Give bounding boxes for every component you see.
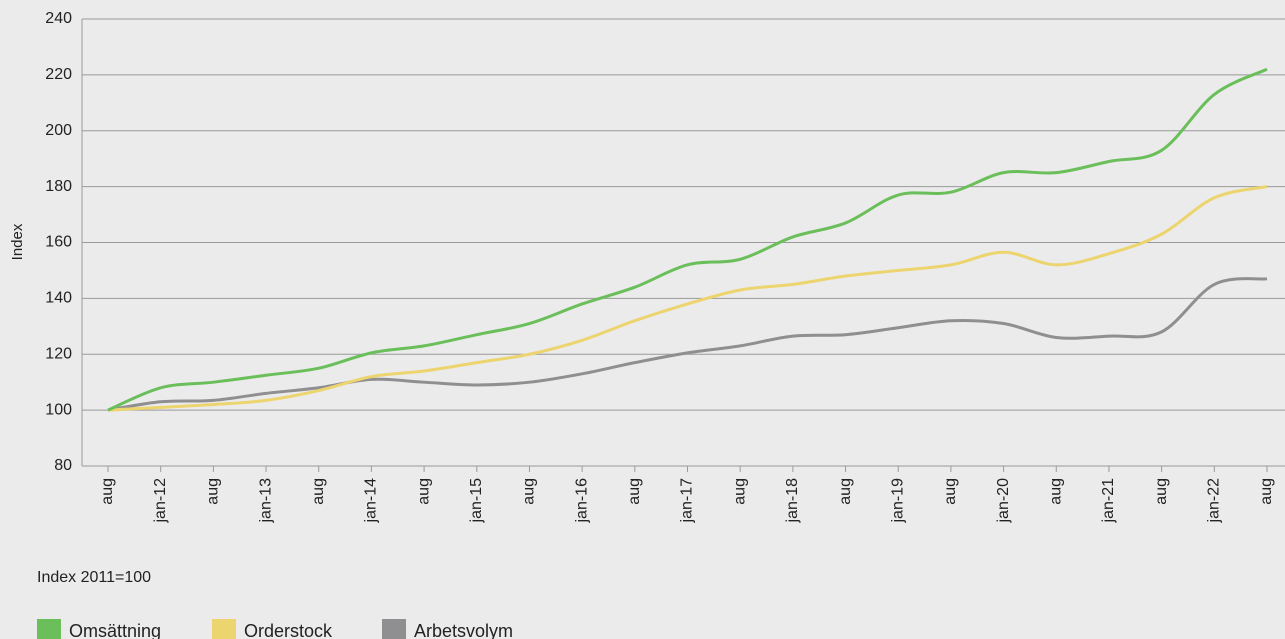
legend-label: Arbetsvolym: [414, 621, 513, 639]
series-line: [107, 277, 1268, 412]
y-tick-label: 180: [45, 178, 72, 195]
x-tick-label: jan-13: [257, 478, 274, 524]
y-axis-label: Index: [9, 223, 26, 260]
x-tick-label: aug: [837, 478, 854, 505]
y-tick-label: 160: [45, 234, 72, 251]
x-tick-label: aug: [310, 478, 327, 505]
y-tick-label: 100: [45, 401, 72, 418]
x-tick-label: aug: [1258, 478, 1275, 505]
x-tick-label: aug: [99, 478, 116, 505]
x-tick-label: jan-14: [363, 478, 380, 524]
note: Index 2011=100: [37, 569, 151, 586]
x-tick-label: jan-15: [468, 478, 485, 524]
y-tick-label: 120: [45, 345, 72, 362]
x-tick-label: jan-21: [1100, 478, 1117, 524]
y-tick-label: 140: [45, 290, 72, 307]
x-tick-label: aug: [942, 478, 959, 505]
x-tick-label: jan-18: [784, 478, 801, 524]
x-tick-label: aug: [1153, 478, 1170, 505]
x-tick-label: aug: [415, 478, 432, 505]
x-tick-label: aug: [626, 478, 643, 505]
legend-label: Orderstock: [244, 621, 333, 639]
series-line: [107, 67, 1268, 412]
x-tick-label: jan-16: [573, 478, 590, 524]
y-tick-label: 220: [45, 66, 72, 83]
series-line: [107, 185, 1268, 412]
x-tick-label: jan-20: [995, 478, 1012, 524]
legend-label: Omsättning: [69, 621, 161, 639]
legend-swatch: [382, 619, 406, 639]
x-tick-label: jan-17: [679, 478, 696, 524]
legend-swatch: [212, 619, 236, 639]
x-tick-label: aug: [1047, 478, 1064, 505]
legend-swatch: [37, 619, 61, 639]
x-tick-label: jan-12: [152, 478, 169, 524]
x-tick-label: aug: [731, 478, 748, 505]
x-tick-label: aug: [521, 478, 538, 505]
x-tick-label: jan-19: [889, 478, 906, 524]
x-tick-label: jan-22: [1206, 478, 1223, 524]
x-tick-label: aug: [205, 478, 222, 505]
y-tick-label: 200: [45, 122, 72, 139]
y-tick-label: 240: [45, 10, 72, 27]
y-tick-label: 80: [54, 457, 72, 474]
